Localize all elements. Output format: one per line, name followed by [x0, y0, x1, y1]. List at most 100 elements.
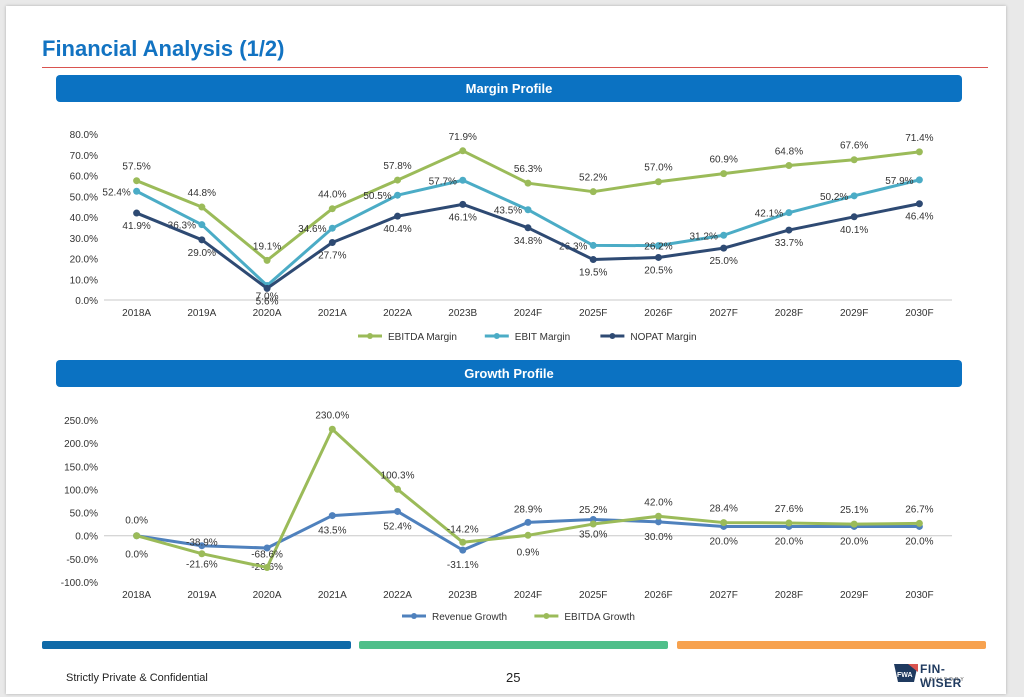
- x-tick-label: 2022A: [383, 308, 412, 319]
- y-tick-label: 80.0%: [70, 130, 98, 141]
- x-tick-label: 2024F: [514, 590, 542, 601]
- data-label: 35.0%: [579, 530, 607, 541]
- margin-profile-chart: 0.0% 10.0% 20.0% 30.0% 40.0% 50.0% 60.0% 70.0% 8…: [70, 130, 952, 343]
- y-tick-label: 20.0%: [70, 255, 98, 266]
- footer-bar-orange: [677, 641, 986, 649]
- data-point: [915, 519, 923, 527]
- y-tick-label: 30.0%: [70, 234, 98, 245]
- data-point: [589, 188, 597, 196]
- data-point: [263, 544, 271, 552]
- data-label: 50.2%: [820, 192, 848, 203]
- data-label: 20.0%: [905, 536, 933, 547]
- data-label: 25.0%: [710, 256, 738, 267]
- x-tick-label: 2025F: [579, 590, 607, 601]
- data-label: 40.1%: [840, 225, 868, 236]
- data-label: -38.9%: [186, 538, 218, 549]
- logo-mark-text: FWA: [897, 672, 913, 679]
- data-point: [263, 256, 271, 264]
- data-point: [720, 244, 728, 252]
- data-point: [524, 224, 532, 232]
- data-label: 52.4%: [102, 187, 130, 198]
- data-label: 31.2%: [690, 231, 718, 242]
- data-point: [133, 177, 141, 185]
- data-point: [133, 209, 141, 217]
- data-label: 20.0%: [710, 536, 738, 547]
- legend-marker: [411, 613, 417, 619]
- data-label: 56.3%: [514, 164, 542, 175]
- data-label: 19.1%: [253, 241, 281, 252]
- data-point: [654, 253, 662, 261]
- x-tick-label: 2023B: [448, 590, 477, 601]
- logo-mark-icon: FWA: [894, 664, 918, 682]
- data-point: [915, 200, 923, 208]
- legend-label: EBITDA Margin: [388, 332, 457, 343]
- data-label: 27.6%: [775, 504, 803, 515]
- y-tick-label: 150.0%: [64, 462, 98, 473]
- data-label: 0.0%: [125, 516, 148, 527]
- data-point: [589, 241, 597, 249]
- x-tick-label: 2021A: [318, 308, 347, 319]
- data-label: 20.0%: [840, 536, 868, 547]
- margin-profile-banner: Margin Profile: [56, 75, 962, 102]
- data-point: [850, 192, 858, 200]
- data-point: [198, 203, 206, 211]
- data-point: [720, 519, 728, 527]
- data-point: [328, 239, 336, 247]
- y-tick-label: 50.0%: [70, 192, 98, 203]
- x-tick-label: 2027F: [710, 308, 738, 319]
- data-label: 25.1%: [840, 505, 868, 516]
- legend-label: EBITDA Growth: [564, 612, 635, 623]
- data-label: 42.1%: [755, 209, 783, 220]
- x-tick-label: 2029F: [840, 590, 868, 601]
- data-label: 57.0%: [644, 163, 672, 174]
- legend-label: EBIT Margin: [515, 332, 570, 343]
- confidentiality-note: Strictly Private & Confidential: [66, 672, 208, 684]
- x-tick-label: 2023B: [448, 308, 477, 319]
- data-label: 7.0%: [256, 291, 279, 302]
- y-tick-label: 0.0%: [75, 532, 98, 543]
- data-label: 20.0%: [775, 536, 803, 547]
- data-label: -31.1%: [447, 560, 479, 571]
- x-tick-label: 2019A: [187, 308, 216, 319]
- x-tick-label: 2028F: [775, 308, 803, 319]
- data-point: [720, 170, 728, 178]
- x-tick-label: 2024F: [514, 308, 542, 319]
- footer-bar-blue: [42, 641, 351, 649]
- data-point: [328, 512, 336, 520]
- y-tick-label: 50.0%: [70, 509, 98, 520]
- data-point: [328, 205, 336, 213]
- data-point: [263, 563, 271, 571]
- data-label: 30.0%: [644, 532, 672, 543]
- y-tick-label: 10.0%: [70, 275, 98, 286]
- data-point: [524, 518, 532, 526]
- data-label: 44.0%: [318, 190, 346, 201]
- data-label: 64.8%: [775, 147, 803, 158]
- y-tick-label: 70.0%: [70, 151, 98, 162]
- series-line-1: [135, 178, 920, 287]
- footer-bar-green: [359, 641, 668, 649]
- data-point: [459, 538, 467, 546]
- data-label: 41.9%: [122, 221, 150, 232]
- data-label: 57.9%: [885, 176, 913, 187]
- data-point: [654, 242, 662, 250]
- data-label: 67.6%: [840, 141, 868, 152]
- x-tick-label: 2025F: [579, 308, 607, 319]
- data-point: [785, 519, 793, 527]
- data-label: 100.3%: [381, 470, 415, 481]
- data-label: 71.9%: [449, 132, 477, 143]
- data-point: [850, 520, 858, 528]
- x-tick-label: 2029F: [840, 308, 868, 319]
- legend-label: NOPAT Margin: [630, 332, 696, 343]
- data-point: [133, 532, 141, 540]
- x-tick-label: 2020A: [253, 308, 282, 319]
- data-label: 34.6%: [298, 224, 326, 235]
- data-label: -14.2%: [447, 524, 479, 535]
- data-point: [198, 221, 206, 229]
- data-label: 42.0%: [644, 497, 672, 508]
- data-label: 230.0%: [315, 410, 349, 421]
- data-label: 46.1%: [449, 212, 477, 223]
- data-point: [785, 226, 793, 234]
- data-label: 44.8%: [188, 188, 216, 199]
- data-label: 71.4%: [905, 133, 933, 144]
- x-tick-label: 2030F: [905, 308, 933, 319]
